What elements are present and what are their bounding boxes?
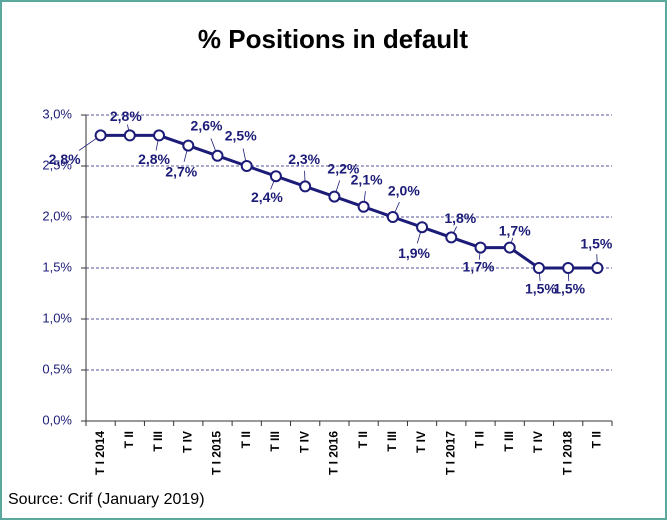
data-label: 2,8% [49, 151, 81, 167]
marker [357, 200, 370, 213]
x-tick-label: T I 2018 [560, 431, 574, 475]
y-tick-label: 2,5% [42, 157, 72, 172]
data-label: 2,7% [165, 163, 197, 179]
x-tick-label: T I 2016 [327, 431, 341, 475]
x-tick-label: T III [502, 431, 516, 452]
marker [503, 241, 516, 254]
data-label: 2,4% [251, 189, 283, 205]
marker [269, 170, 282, 183]
x-tick-label: T II [473, 431, 487, 448]
marker [94, 129, 107, 142]
source: Source: Crif (January 2019) [8, 491, 205, 508]
marker [299, 180, 312, 193]
marker [182, 139, 195, 152]
y-tick-label: 2,0% [42, 208, 72, 223]
marker [240, 160, 253, 172]
data-label: 2,2% [327, 160, 359, 176]
y-tick-label: 1,5% [42, 259, 72, 274]
data-label: 1,5% [553, 281, 585, 297]
data-label: 1,8% [444, 210, 476, 226]
x-tick-label: T III [385, 431, 399, 452]
y-tick-label: 0,0% [42, 412, 72, 427]
x-tick-label: T IV [180, 431, 194, 453]
marker [416, 221, 429, 234]
marker [562, 262, 575, 274]
x-tick-label: T I 2015 [210, 431, 224, 475]
marker [532, 262, 545, 274]
data-label: 2,1% [351, 172, 383, 188]
data-label: 1,5% [580, 236, 612, 252]
x-tick-label: T IV [414, 431, 428, 453]
data-label: 1,5% [525, 281, 557, 297]
data-label: 2,8% [110, 108, 142, 124]
data-label: 2,5% [225, 128, 257, 144]
x-tick-label: T III [268, 431, 282, 452]
x-tick-label: T II [590, 431, 604, 448]
marker [123, 129, 136, 142]
x-tick-label: T II [239, 431, 253, 448]
marker [153, 129, 166, 142]
data-label: 1,7% [463, 258, 495, 274]
x-tick-label: T IV [297, 431, 311, 453]
data-label: 2,6% [191, 118, 223, 134]
x-tick-label: T II [122, 431, 136, 448]
marker [328, 190, 341, 203]
marker [445, 231, 458, 244]
data-label: 1,7% [499, 222, 531, 238]
data-label: 2,8% [138, 151, 170, 167]
chart-title: % Positions in default [198, 24, 468, 54]
data-label: 2,0% [388, 183, 420, 199]
marker [474, 241, 487, 254]
data-label: 2,3% [288, 151, 320, 167]
y-tick-label: 3,0% [42, 106, 72, 121]
y-tick-label: 1,0% [42, 310, 72, 325]
x-tick-label: T II [356, 431, 370, 448]
marker [211, 149, 224, 162]
x-tick-label: T I 2017 [443, 431, 457, 475]
marker [591, 262, 604, 274]
x-tick-label: T IV [531, 431, 545, 453]
y-tick-label: 0,5% [42, 361, 72, 376]
x-tick-label: T III [151, 431, 165, 452]
data-label: 1,9% [398, 245, 430, 261]
marker [386, 211, 399, 223]
x-tick-label: T I 2014 [93, 431, 107, 475]
